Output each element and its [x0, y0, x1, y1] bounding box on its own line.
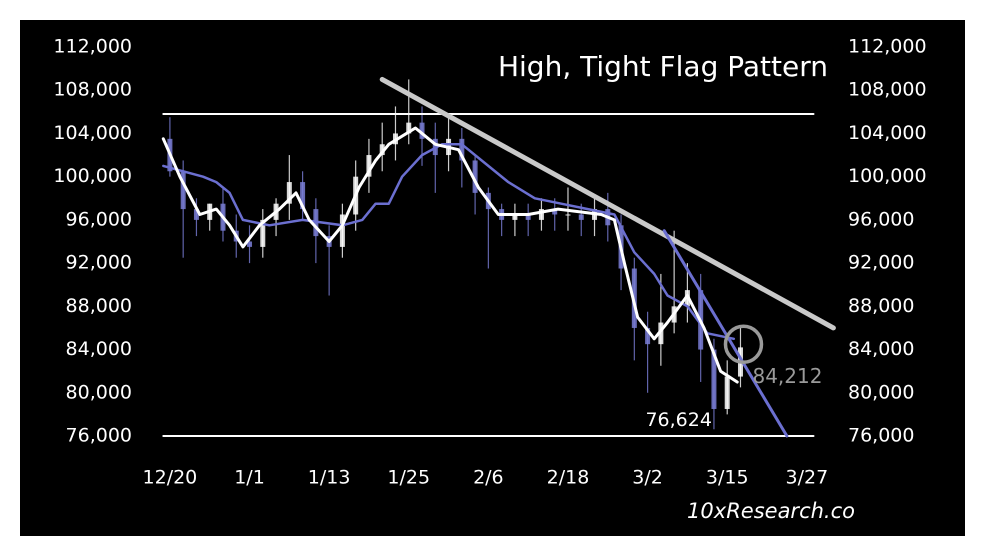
x-tick-label: 1/25: [387, 467, 430, 489]
candle-body: [565, 214, 571, 216]
plot-area: [161, 76, 836, 438]
candle-body: [247, 241, 253, 247]
candle-body: [552, 209, 558, 215]
candle-body: [286, 182, 292, 204]
x-tick-label: 3/27: [785, 467, 828, 489]
candle-body: [300, 182, 306, 210]
highlight-circle: [723, 324, 764, 365]
x-tick-label: 1/13: [308, 467, 351, 489]
candle-body: [711, 349, 717, 409]
source-watermark: 10xResearch.co: [687, 499, 855, 523]
y2-tick-label: 92,000: [848, 252, 914, 274]
y-tick-label: 92,000: [66, 252, 132, 274]
line-series: [379, 76, 836, 331]
candle-body: [645, 327, 651, 345]
candle-body: [180, 171, 186, 210]
y-tick-label: 84,000: [66, 338, 132, 360]
y-tick-label: 108,000: [53, 79, 132, 101]
y2-tick-label: 88,000: [848, 295, 914, 317]
y-tick-label: 88,000: [66, 295, 132, 317]
y-tick-label: 80,000: [66, 381, 132, 403]
y2-tick-label: 80,000: [848, 381, 914, 403]
candle-body: [538, 209, 544, 220]
y2-tick-label: 108,000: [848, 79, 927, 101]
candle-body: [724, 376, 730, 409]
candle-body: [260, 219, 266, 247]
x-tick-label: 3/15: [706, 467, 749, 489]
y2-tick-label: 84,000: [848, 338, 914, 360]
line-series: [161, 126, 739, 384]
candle-body: [578, 214, 584, 220]
candle-body: [459, 138, 465, 161]
chart-background: [20, 20, 965, 536]
candle-body: [379, 144, 385, 156]
chart-title: High, Tight Flag Pattern: [498, 50, 828, 83]
y2-tick-label: 104,000: [848, 122, 927, 144]
y2-tick-label: 76,000: [848, 425, 914, 447]
y2-tick-label: 100,000: [848, 165, 927, 187]
x-tick-label: 1/1: [234, 467, 265, 489]
candle-body: [366, 155, 372, 177]
candle-body: [339, 214, 345, 247]
y-tick-label: 96,000: [66, 208, 132, 230]
x-tick-label: 2/18: [547, 467, 590, 489]
y-tick-label: 112,000: [53, 36, 132, 58]
y2-tick-label: 112,000: [848, 36, 927, 58]
low-annotation: 76,624: [645, 409, 711, 431]
candle-body: [419, 122, 425, 139]
y-tick-label: 104,000: [53, 122, 132, 144]
candle-body: [512, 214, 518, 220]
y-tick-label: 100,000: [53, 165, 132, 187]
y2-tick-label: 96,000: [848, 208, 914, 230]
x-tick-label: 2/6: [473, 467, 504, 489]
last-price-annotation: 84,212: [752, 364, 822, 388]
candle-body: [525, 214, 531, 220]
x-tick-label: 3/2: [632, 467, 663, 489]
candle-body: [472, 160, 478, 193]
candle-body: [406, 122, 412, 134]
y-tick-label: 76,000: [66, 425, 132, 447]
candle-body: [193, 209, 199, 220]
x-tick-label: 12/20: [143, 467, 198, 489]
line-series: [662, 229, 789, 438]
candle-body: [658, 322, 664, 345]
